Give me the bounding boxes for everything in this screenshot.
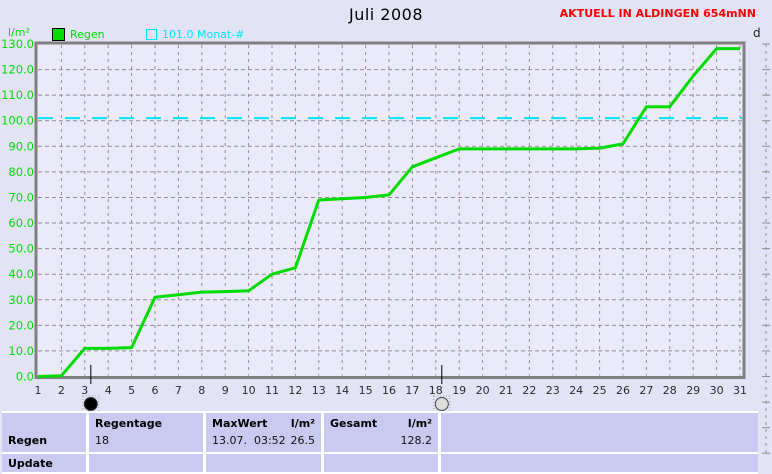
y-tick-label: 120.0 bbox=[1, 63, 34, 77]
legend-item-monat: 101.0 Monat-# bbox=[146, 28, 244, 41]
y-tick-label: 20.0 bbox=[8, 318, 34, 332]
regen-series-line bbox=[37, 47, 740, 378]
x-tick-label: 1 bbox=[35, 384, 42, 397]
y-tick-label: 100.0 bbox=[1, 114, 34, 128]
row-label: Regen bbox=[8, 434, 48, 447]
monat-reference-swatch-icon bbox=[146, 29, 157, 40]
x-tick-label: 29 bbox=[686, 384, 700, 397]
page-title: Juli 2008 bbox=[348, 5, 424, 24]
row2-label: Update bbox=[8, 457, 53, 470]
gesamt-unit-header: l/m² bbox=[407, 417, 432, 430]
x-tick-label: 26 bbox=[616, 384, 630, 397]
y-tick-label: 10.0 bbox=[8, 344, 34, 358]
regentage-header: Regentage bbox=[95, 417, 163, 430]
station-status-banner: AKTUELL IN ALDINGEN 654mNN bbox=[559, 7, 756, 20]
x-tick-label: 9 bbox=[222, 384, 229, 397]
x-tick-label: 19 bbox=[452, 384, 466, 397]
x-tick-label: 18 bbox=[429, 384, 443, 397]
y-tick-label: 110.0 bbox=[1, 88, 34, 102]
x-tick-label: 10 bbox=[242, 384, 256, 397]
y-tick-label: 50.0 bbox=[8, 242, 34, 256]
maxwert-cell: MaxWert l/m² 13.07. 03:52 26.5 bbox=[206, 413, 321, 452]
x-tick-label: 8 bbox=[198, 384, 205, 397]
x-tick-label: 22 bbox=[522, 384, 536, 397]
x-tick-label: 2 bbox=[58, 384, 65, 397]
rain-statistics-table: Regen Regentage 18 MaxWert l/m² 13.07. 0… bbox=[2, 411, 758, 474]
plot-area bbox=[36, 43, 744, 378]
y-axis-unit-label: l/m² bbox=[8, 26, 30, 39]
x-tick-label: 27 bbox=[639, 384, 653, 397]
x-tick-label: 16 bbox=[382, 384, 396, 397]
gesamt-header: Gesamt bbox=[330, 417, 378, 430]
x-tick-label: 11 bbox=[265, 384, 279, 397]
x-tick-label: 7 bbox=[175, 384, 182, 397]
maxwert-header: MaxWert bbox=[212, 417, 268, 430]
table-row: Regen Regentage 18 MaxWert l/m² 13.07. 0… bbox=[2, 413, 758, 452]
maxwert-unit-header: l/m² bbox=[290, 417, 315, 430]
y-tick-label: 70.0 bbox=[8, 190, 34, 204]
y-tick-label: 40.0 bbox=[8, 267, 34, 281]
y-tick-label: 30.0 bbox=[8, 293, 34, 307]
new-moon-icon bbox=[83, 397, 98, 411]
regentage-value: 18 bbox=[95, 434, 109, 447]
x-tick-label: 21 bbox=[499, 384, 513, 397]
x-tick-label: 13 bbox=[312, 384, 326, 397]
row-label-cell: Regen bbox=[2, 413, 86, 452]
x-tick-label: 23 bbox=[546, 384, 560, 397]
y-tick-label: 0.0 bbox=[16, 370, 34, 384]
x-tick-label: 25 bbox=[593, 384, 607, 397]
gesamt-cell: Gesamt l/m² 128.2 bbox=[324, 413, 438, 452]
legend-monat-label: 101.0 Monat-# bbox=[162, 28, 245, 41]
x-tick-label: 4 bbox=[105, 384, 112, 397]
empty-cell bbox=[441, 413, 758, 452]
row2-label-cell: Update bbox=[2, 454, 86, 472]
y-tick-label: 90.0 bbox=[8, 139, 34, 153]
maxwert-datetime: 13.07. 03:52 bbox=[212, 434, 286, 447]
table-row-clipped: Update bbox=[2, 454, 758, 472]
x-tick-label: 3 bbox=[81, 384, 88, 397]
x-tick-label: 17 bbox=[405, 384, 419, 397]
x-tick-label: 24 bbox=[569, 384, 583, 397]
legend-item-regen: Regen bbox=[52, 28, 105, 41]
x-tick-label: 20 bbox=[476, 384, 490, 397]
y-tick-label: 60.0 bbox=[8, 216, 34, 230]
x-tick-label: 28 bbox=[663, 384, 677, 397]
full-moon-icon bbox=[434, 397, 449, 411]
x-tick-label: 14 bbox=[335, 384, 349, 397]
chart-frame bbox=[34, 41, 746, 379]
legend-regen-label: Regen bbox=[70, 28, 105, 41]
x-tick-label: 15 bbox=[359, 384, 373, 397]
maxwert-amount: 26.5 bbox=[290, 434, 316, 447]
x-tick-label: 6 bbox=[152, 384, 159, 397]
x-tick-label: 5 bbox=[128, 384, 135, 397]
regentage-cell: Regentage 18 bbox=[89, 413, 203, 452]
y-tick-label: 80.0 bbox=[8, 165, 34, 179]
gesamt-value: 128.2 bbox=[400, 434, 433, 447]
rain-cumulative-chart: 0.0 10.0 20.0 30.0 40.0 50.0 60.0 70.0 80.0 90.0 1… bbox=[1, 37, 770, 456]
regen-series-swatch-icon bbox=[52, 28, 65, 41]
x-tick-label: 31 bbox=[733, 384, 747, 397]
x-tick-label: 12 bbox=[288, 384, 302, 397]
x-tick-label: 30 bbox=[710, 384, 724, 397]
right-axis-unit-label: d bbox=[753, 26, 761, 40]
y-tick-label: 130.0 bbox=[1, 37, 34, 51]
